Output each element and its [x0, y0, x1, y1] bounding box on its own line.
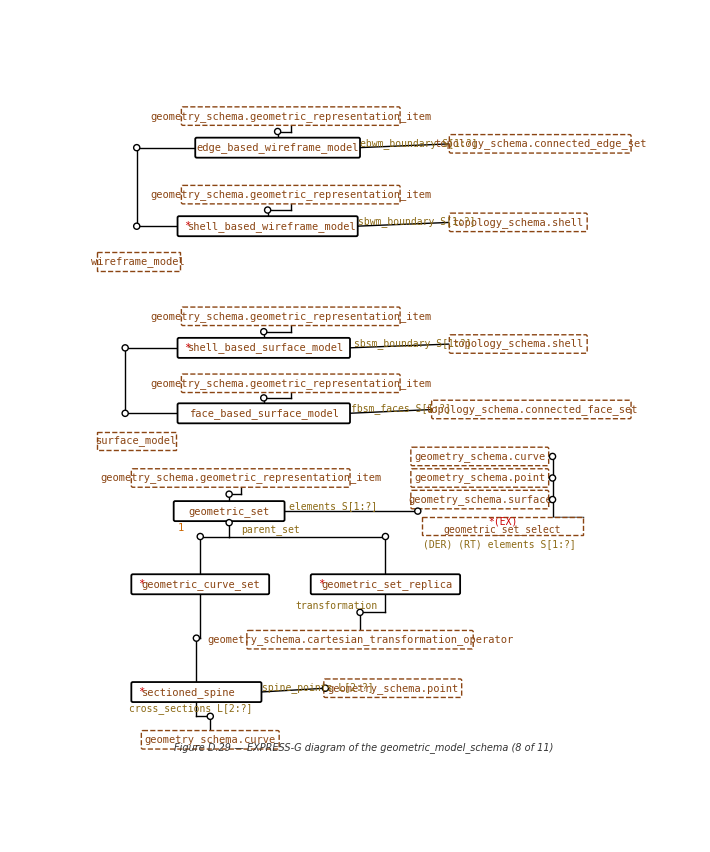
Text: shell_based_wireframe_model: shell_based_wireframe_model [188, 221, 356, 232]
Text: cross_sections L[2:?]: cross_sections L[2:?] [129, 703, 252, 714]
Text: geometric_set_replica: geometric_set_replica [321, 579, 452, 590]
Circle shape [550, 453, 556, 459]
FancyBboxPatch shape [311, 574, 460, 595]
Text: spine_points L[2:?]: spine_points L[2:?] [262, 682, 374, 693]
Circle shape [550, 497, 556, 503]
Circle shape [133, 145, 140, 151]
FancyBboxPatch shape [181, 186, 400, 204]
Circle shape [357, 609, 363, 615]
Text: topology_schema.connected_face_set: topology_schema.connected_face_set [425, 404, 638, 415]
Text: geometry_schema.geometric_representation_item: geometry_schema.geometric_representation… [150, 311, 432, 322]
Text: geometric_set_select: geometric_set_select [444, 524, 561, 535]
Circle shape [322, 685, 329, 691]
Text: geometry_schema.curve: geometry_schema.curve [414, 451, 545, 462]
Text: *: * [317, 579, 324, 590]
Text: geometry_schema.geometric_representation_item: geometry_schema.geometric_representation… [150, 111, 432, 122]
Text: *: * [138, 687, 145, 697]
FancyBboxPatch shape [131, 682, 261, 702]
Circle shape [122, 411, 129, 417]
Text: geometry_schema.point: geometry_schema.point [327, 682, 459, 694]
Text: geometry_schema.geometric_representation_item: geometry_schema.geometric_representation… [150, 189, 432, 200]
FancyBboxPatch shape [178, 216, 358, 236]
Text: geometry_schema.cartesian_transformation_operator: geometry_schema.cartesian_transformation… [207, 634, 513, 645]
Circle shape [133, 223, 140, 229]
Text: *: * [185, 343, 191, 353]
FancyBboxPatch shape [449, 135, 631, 153]
Bar [97, 252, 180, 271]
FancyBboxPatch shape [411, 469, 549, 487]
FancyBboxPatch shape [411, 490, 549, 509]
Circle shape [226, 491, 232, 498]
Text: edge_based_wireframe_model: edge_based_wireframe_model [197, 142, 359, 153]
Text: *: * [138, 579, 145, 590]
FancyBboxPatch shape [411, 447, 549, 466]
Text: geometry_schema.geometric_representation_item: geometry_schema.geometric_representation… [100, 473, 381, 483]
Text: surface_model: surface_model [96, 435, 177, 446]
Text: sbwm_boundary S[1:?]: sbwm_boundary S[1:?] [359, 216, 476, 227]
FancyBboxPatch shape [131, 574, 269, 595]
Circle shape [261, 329, 267, 335]
FancyBboxPatch shape [131, 469, 350, 487]
Circle shape [207, 713, 213, 719]
FancyBboxPatch shape [449, 335, 587, 354]
FancyBboxPatch shape [141, 730, 279, 749]
Text: sbsm_boundary S[1:?]: sbsm_boundary S[1:?] [354, 337, 471, 348]
Text: transformation: transformation [296, 602, 378, 611]
Circle shape [226, 520, 232, 526]
FancyBboxPatch shape [181, 106, 400, 125]
Text: face_based_surface_model: face_based_surface_model [189, 408, 339, 419]
Text: topology_schema.shell: topology_schema.shell [453, 338, 584, 349]
FancyBboxPatch shape [178, 403, 350, 423]
Text: geometry_schema.point: geometry_schema.point [414, 473, 545, 483]
Text: (DER) (RT) elements S[1:?]: (DER) (RT) elements S[1:?] [423, 539, 576, 550]
Circle shape [415, 508, 421, 515]
Text: sectioned_spine: sectioned_spine [141, 687, 235, 698]
FancyBboxPatch shape [432, 400, 631, 418]
Text: geometric_curve_set: geometric_curve_set [141, 579, 261, 590]
Text: *: * [185, 222, 191, 231]
FancyBboxPatch shape [195, 138, 360, 158]
Circle shape [265, 207, 271, 213]
Text: topology_schema.connected_edge_set: topology_schema.connected_edge_set [434, 138, 647, 149]
Text: elements S[1:?]: elements S[1:?] [289, 501, 377, 510]
Circle shape [197, 533, 203, 539]
FancyBboxPatch shape [324, 679, 462, 698]
FancyBboxPatch shape [178, 338, 350, 358]
Circle shape [193, 635, 200, 642]
Bar [97, 432, 176, 450]
Text: geometry_schema.surface: geometry_schema.surface [408, 494, 552, 505]
FancyBboxPatch shape [181, 374, 400, 393]
Circle shape [122, 345, 129, 351]
FancyBboxPatch shape [174, 501, 285, 521]
Circle shape [261, 394, 267, 401]
Text: geometric_set: geometric_set [188, 505, 270, 516]
Text: topology_schema.shell: topology_schema.shell [453, 217, 584, 227]
FancyBboxPatch shape [181, 307, 400, 325]
Text: Figure D.29 — EXPRESS-G diagram of the geometric_model_schema (8 of 11): Figure D.29 — EXPRESS-G diagram of the g… [174, 742, 554, 753]
Bar [422, 516, 584, 535]
Text: wireframe_model: wireframe_model [92, 256, 185, 267]
Text: geometry_schema.geometric_representation_item: geometry_schema.geometric_representation… [150, 377, 432, 389]
FancyBboxPatch shape [247, 630, 474, 649]
FancyBboxPatch shape [449, 213, 587, 232]
Text: 1: 1 [178, 523, 184, 533]
Text: geometry_schema.curve: geometry_schema.curve [145, 734, 276, 746]
Text: shell_based_surface_model: shell_based_surface_model [188, 343, 344, 354]
Text: ebwm_boundary S[1:?]: ebwm_boundary S[1:?] [360, 137, 478, 148]
Text: parent_set: parent_set [241, 526, 300, 536]
Text: fbsm_faces S[1:?]: fbsm_faces S[1:?] [351, 403, 451, 414]
Text: *(EX): *(EX) [488, 517, 517, 527]
Circle shape [383, 533, 388, 539]
Circle shape [550, 475, 556, 481]
Circle shape [275, 129, 280, 135]
